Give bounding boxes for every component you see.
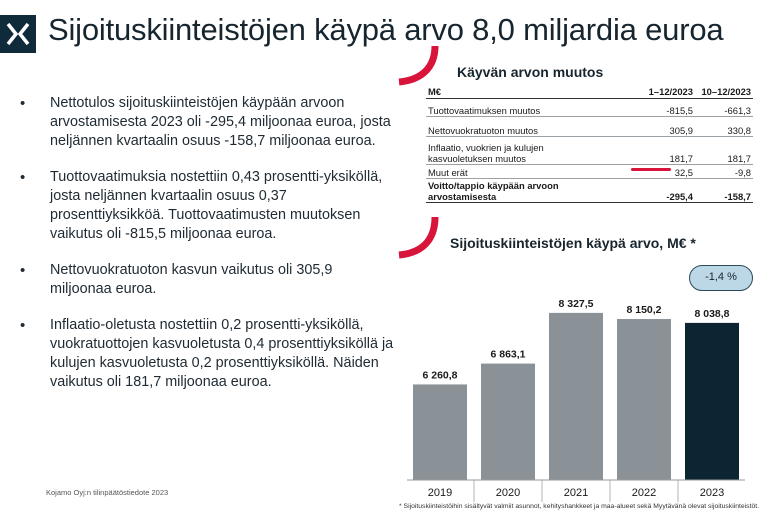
kojamo-logo	[0, 15, 36, 53]
page-title: Sijoituskiinteistöjen käypä arvo 8,0 mil…	[48, 12, 724, 47]
x-tick-label: 2021	[564, 487, 588, 499]
bar-value-label: 8 150,2	[626, 304, 661, 316]
table-row: Inflaatio, vuokrien ja kulujen kasvuolet…	[426, 137, 753, 165]
table-cell: 330,8	[727, 125, 751, 136]
chart-title: Sijoituskiinteistöjen käypä arvo, M€ *	[450, 235, 696, 251]
bullet-item: Nettotulos sijoituskiinteistöjen käypään…	[20, 94, 395, 151]
table-cell: Tuottovaatimuksen muutos	[428, 105, 541, 116]
table-cell: -9,8	[734, 167, 751, 178]
bar-2019	[413, 384, 467, 480]
x-tick-label: 2020	[496, 487, 520, 499]
kojamo-logo-icon	[6, 22, 30, 46]
bullet-item: Inflaatio-oletusta nostettiin 0,2 prosen…	[20, 316, 395, 392]
table-cell: Voitto/tappio käypään arvoon arvostamise…	[428, 180, 559, 202]
bar-value-label: 8 038,8	[694, 308, 729, 320]
bullet-item: Tuottovaatimuksia nostettiin 0,43 prosen…	[20, 168, 395, 244]
x-tick-label: 2023	[700, 487, 724, 499]
change-badge: -1,4 %	[689, 265, 753, 291]
table-cell: -661,3	[724, 105, 751, 116]
value-change-table-title: Käyvän arvon muutos	[457, 64, 604, 80]
footer-source: Kojamo Oyj:n tilinpäätöstiedote 2023	[46, 488, 169, 497]
table-cell: 305,9	[669, 125, 693, 136]
bar-2022	[617, 319, 671, 480]
table-total-row: Voitto/tappio käypään arvoon arvostamise…	[426, 179, 753, 203]
bar-value-label: 8 327,5	[558, 298, 593, 310]
chart-footnote: * Sijoituskiinteistöihin sisältyvät valm…	[399, 503, 760, 510]
x-tick-label: 2019	[428, 487, 452, 499]
table-cell: 32,5	[674, 167, 693, 178]
table-cell: -815,5	[666, 105, 693, 116]
table-cell: -295,4	[666, 191, 693, 202]
bar-value-label: 6 863,1	[490, 349, 525, 361]
bar-2021	[549, 312, 603, 480]
table-header-cell: M€	[428, 86, 442, 97]
table-header-cell: 1–12/2023	[648, 86, 693, 97]
table-row: Nettovuokratuoton muutos 305,9 330,8	[426, 117, 753, 137]
table-cell: Inflaatio, vuokrien ja kulujen kasvuolet…	[428, 142, 544, 164]
table-row: Muut erät 32,5 -9,8	[426, 165, 753, 179]
table-cell: 181,7	[727, 153, 751, 164]
table-row: Tuottovaatimuksen muutos -815,5 -661,3	[426, 99, 753, 117]
table-header-row: M€ 1–12/2023 10–12/2023	[426, 86, 753, 99]
table-cell: Nettovuokratuoton muutos	[428, 125, 538, 136]
table-header-cell: 10–12/2023	[701, 86, 751, 97]
table-cell: -158,7	[724, 191, 751, 202]
x-tick-label: 2022	[632, 487, 656, 499]
bullet-list: Nettotulos sijoituskiinteistöjen käypään…	[20, 94, 395, 409]
accent-arc-middle	[398, 216, 439, 259]
bar-2020	[481, 363, 535, 480]
highlight-underline	[631, 168, 671, 171]
bar-2023	[685, 322, 739, 480]
value-change-table: M€ 1–12/2023 10–12/2023 Tuottovaatimukse…	[426, 86, 753, 203]
table-cell: 181,7	[669, 153, 693, 164]
accent-arc-top	[398, 45, 439, 86]
bar-value-label: 6 260,8	[422, 369, 457, 381]
bullet-item: Nettovuokratuoton kasvun vaikutus oli 30…	[20, 261, 395, 299]
table-cell: Muut erät	[428, 167, 468, 178]
